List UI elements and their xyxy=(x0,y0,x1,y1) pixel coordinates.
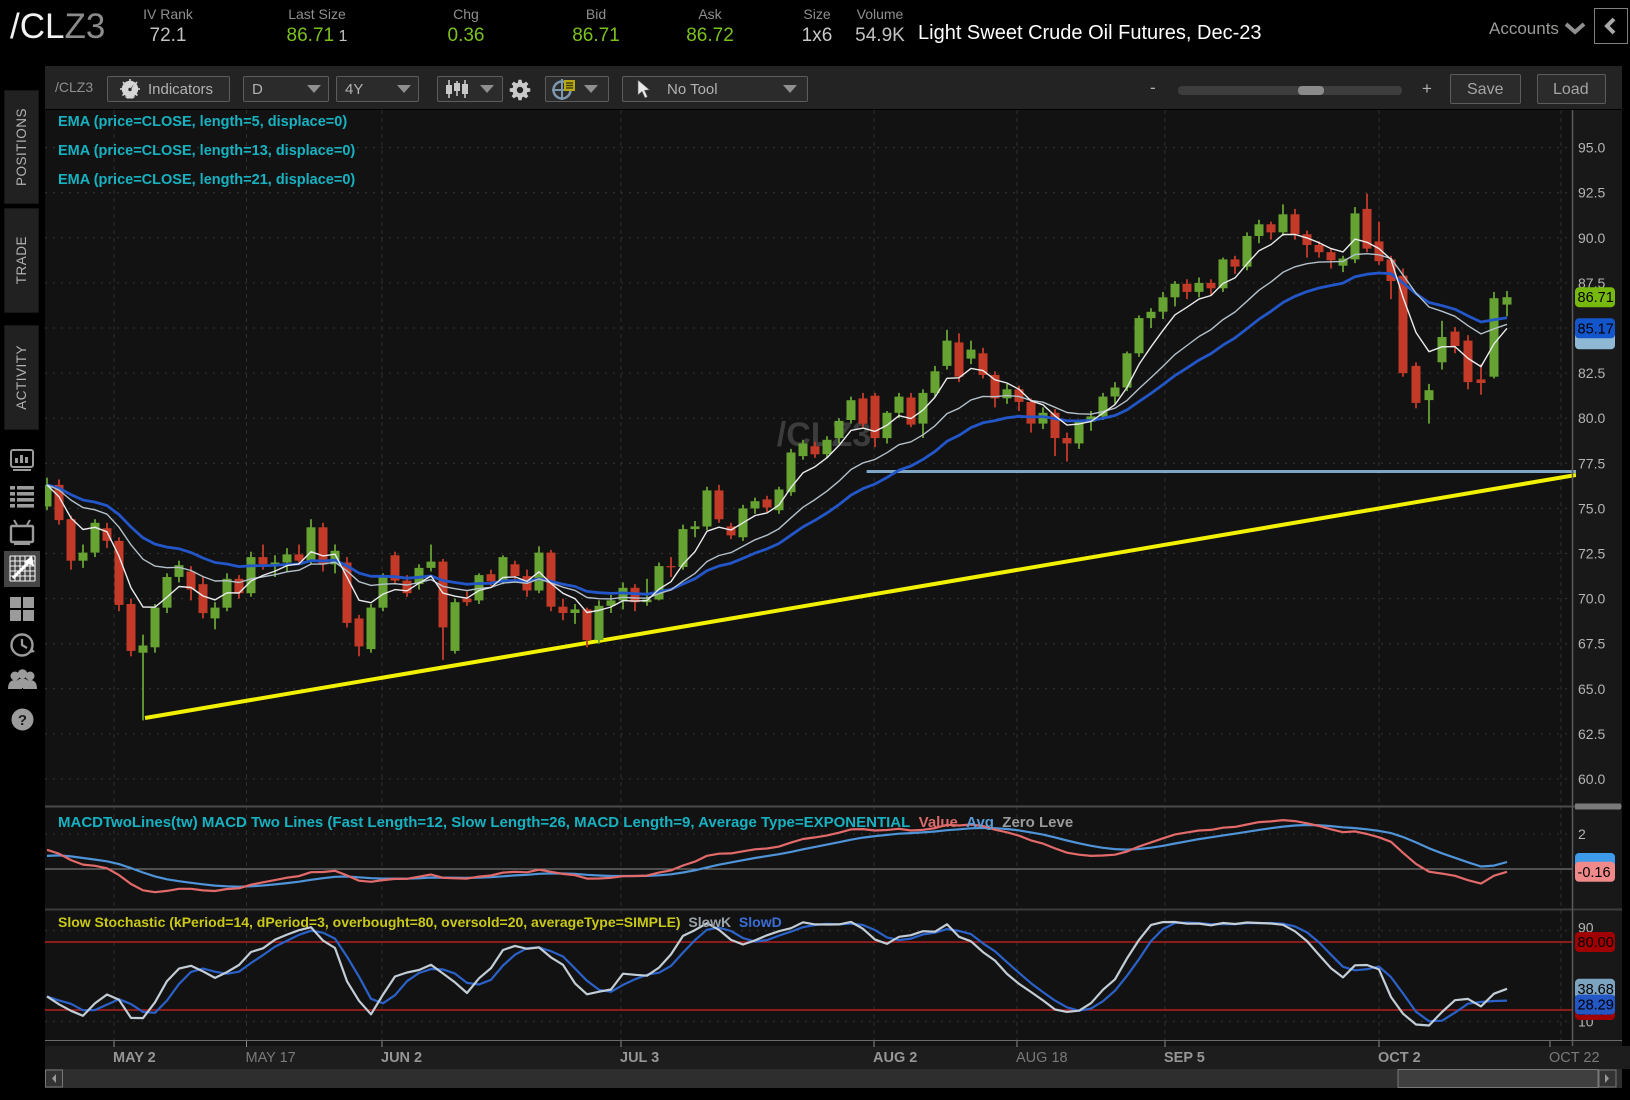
svg-text:80.00: 80.00 xyxy=(1578,935,1614,951)
svg-text:AUG 2: AUG 2 xyxy=(873,1050,917,1066)
svg-text:EMA (price=CLOSE, length=5, di: EMA (price=CLOSE, length=5, displace=0) xyxy=(58,114,347,130)
svg-text:95.0: 95.0 xyxy=(1578,140,1605,156)
svg-text:92.5: 92.5 xyxy=(1578,185,1605,201)
svg-text:-0.16: -0.16 xyxy=(1578,865,1611,881)
svg-text:86.71: 86.71 xyxy=(1578,290,1614,306)
svg-text:77.5: 77.5 xyxy=(1578,455,1605,471)
svg-text:65.0: 65.0 xyxy=(1578,681,1605,697)
svg-text:MACDTwoLines(tw) MACD Two Line: MACDTwoLines(tw) MACD Two Lines (Fast Le… xyxy=(58,814,1073,831)
svg-text:67.5: 67.5 xyxy=(1578,636,1605,652)
svg-text:62.5: 62.5 xyxy=(1578,726,1605,742)
svg-text:85.17: 85.17 xyxy=(1578,321,1614,337)
svg-text:80.0: 80.0 xyxy=(1578,410,1605,426)
svg-text:90.0: 90.0 xyxy=(1578,230,1605,246)
svg-text:Slow Stochastic (kPeriod=14, d: Slow Stochastic (kPeriod=14, dPeriod=3, … xyxy=(58,914,782,930)
svg-text:75.0: 75.0 xyxy=(1578,500,1605,516)
svg-text:EMA (price=CLOSE, length=13, d: EMA (price=CLOSE, length=13, displace=0) xyxy=(58,143,355,159)
svg-text:MAY 17: MAY 17 xyxy=(246,1050,296,1066)
svg-text:82.5: 82.5 xyxy=(1578,365,1605,381)
svg-text:MAY 2: MAY 2 xyxy=(113,1050,156,1066)
svg-text:70.0: 70.0 xyxy=(1578,591,1605,607)
svg-text:60.0: 60.0 xyxy=(1578,771,1605,787)
svg-text:72.5: 72.5 xyxy=(1578,546,1605,562)
svg-text:28.29: 28.29 xyxy=(1578,998,1614,1014)
svg-text:EMA (price=CLOSE, length=21, d: EMA (price=CLOSE, length=21, displace=0) xyxy=(58,172,355,188)
svg-text:JUL 3: JUL 3 xyxy=(620,1050,659,1066)
svg-text:2: 2 xyxy=(1578,826,1586,842)
svg-text:OCT 2: OCT 2 xyxy=(1378,1050,1421,1066)
svg-text:?: ? xyxy=(18,712,27,729)
svg-text:SEP 5: SEP 5 xyxy=(1164,1050,1205,1066)
svg-text:OCT 22: OCT 22 xyxy=(1549,1050,1600,1066)
svg-text:JUN 2: JUN 2 xyxy=(381,1050,422,1066)
svg-text:AUG 18: AUG 18 xyxy=(1016,1050,1068,1066)
